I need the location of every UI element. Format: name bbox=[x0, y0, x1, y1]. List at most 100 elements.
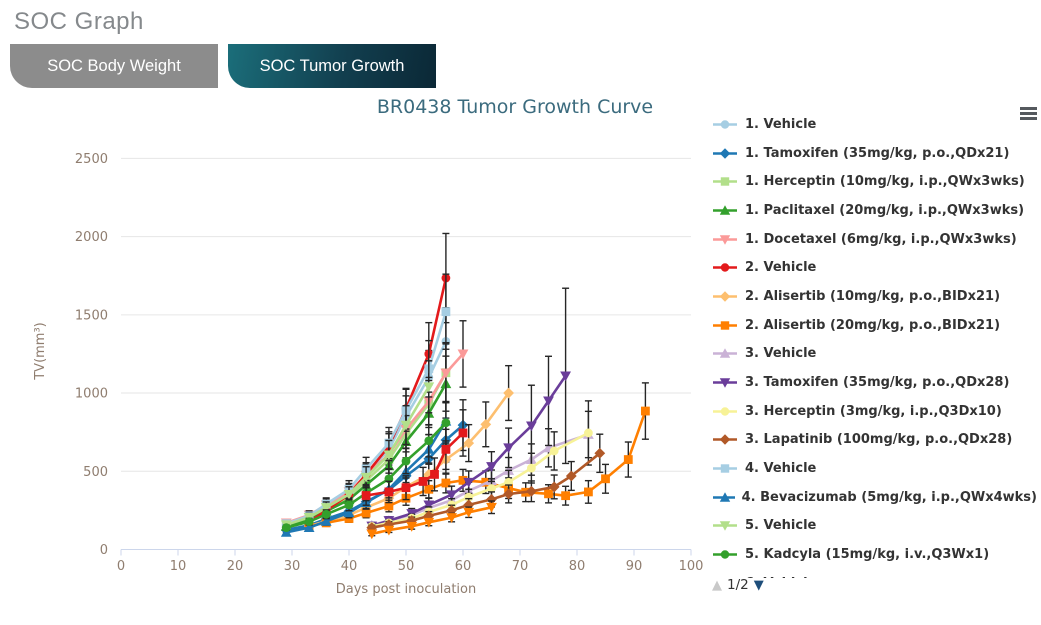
data-point-marker bbox=[361, 491, 371, 500]
data-point-marker bbox=[304, 517, 314, 527]
legend-item[interactable]: 1. Paclitaxel (20mg/kg, i.p.,QWx3wks) bbox=[712, 196, 1037, 225]
legend-page-up-icon[interactable]: ▲ bbox=[712, 577, 722, 593]
legend-item-label: 4. Bevacizumab (5mg/kg, i.p.,QWx4wks) bbox=[741, 489, 1037, 505]
data-point-marker bbox=[384, 487, 394, 497]
chart-title: BR0438 Tumor Growth Curve bbox=[376, 96, 654, 118]
data-point-marker bbox=[549, 446, 559, 456]
data-point-marker bbox=[303, 522, 315, 532]
data-point-marker bbox=[400, 420, 412, 431]
data-point-marker bbox=[720, 120, 730, 129]
data-point-marker bbox=[320, 503, 332, 513]
data-point-marker bbox=[720, 177, 730, 186]
data-point-marker bbox=[384, 501, 394, 511]
legend-item[interactable]: 2. Alisertib (10mg/kg, p.o.,BIDx21) bbox=[712, 282, 1037, 311]
data-point-marker bbox=[584, 428, 593, 438]
legend-marker-circle-icon bbox=[713, 407, 737, 416]
x-axis-title: Days post inoculation bbox=[336, 582, 476, 597]
data-point-marker bbox=[383, 519, 395, 530]
axis-tick-label: 100 bbox=[679, 559, 704, 574]
data-point-marker bbox=[720, 320, 730, 330]
tab-bar: SOC Body Weight SOC Tumor Growth bbox=[10, 44, 436, 88]
data-point-marker bbox=[544, 489, 553, 499]
data-point-marker bbox=[719, 492, 731, 502]
legend-item-label: 6. Vehicle bbox=[745, 576, 816, 578]
axis-tick-label: 500 bbox=[83, 465, 108, 480]
legend-item-label: 2. Alisertib (10mg/kg, p.o.,BIDx21) bbox=[745, 288, 1001, 304]
axis-tick-label: 20 bbox=[227, 559, 244, 574]
data-point-marker bbox=[527, 463, 536, 473]
legend-item[interactable]: 2. Alisertib (20mg/kg, p.o.,BIDx21) bbox=[712, 311, 1037, 340]
legend-item[interactable]: 1. Herceptin (10mg/kg, i.p.,QWx3wks) bbox=[712, 167, 1037, 196]
data-point-marker bbox=[424, 436, 434, 446]
legend-item[interactable]: 6. Vehicle bbox=[712, 569, 1037, 578]
data-point-marker bbox=[719, 291, 731, 302]
data-point-marker bbox=[281, 523, 291, 532]
data-point-marker bbox=[584, 487, 593, 497]
data-point-marker bbox=[548, 481, 560, 493]
legend-item[interactable]: 3. Tamoxifen (35mg/kg, p.o.,QDx28) bbox=[712, 368, 1037, 397]
legend-item[interactable]: 4. Vehicle bbox=[712, 454, 1037, 483]
data-point-marker bbox=[344, 500, 354, 510]
data-point-marker bbox=[623, 455, 633, 464]
data-point-marker bbox=[441, 444, 451, 454]
chart-legend: 1. Vehicle 1. Tamoxifen (35mg/kg, p.o.,QD… bbox=[712, 110, 1037, 578]
data-point-marker bbox=[560, 371, 571, 382]
data-point-marker bbox=[418, 477, 428, 486]
legend-item[interactable]: 1. Vehicle bbox=[712, 110, 1037, 139]
axis-tick-label: 40 bbox=[341, 559, 358, 574]
chart-plot: 0 500 1000 1500 2000 2500 0 10 20 30 40 50 60 70 80 90 1… bbox=[33, 152, 704, 597]
data-point-marker bbox=[543, 396, 554, 407]
data-point-marker bbox=[486, 462, 497, 472]
axis-tick-label: 0 bbox=[117, 559, 125, 574]
legend-pagination: ▲ 1/2 ▼ bbox=[712, 577, 764, 593]
legend-item[interactable]: 2. Vehicle bbox=[712, 253, 1037, 282]
legend-marker-circle-icon bbox=[713, 263, 737, 272]
data-point-marker bbox=[457, 349, 469, 360]
legend-marker-triangle-icon bbox=[713, 492, 735, 502]
data-point-marker bbox=[463, 437, 475, 449]
axis-tick-label: 60 bbox=[455, 559, 472, 574]
data-point-marker bbox=[720, 550, 730, 559]
tab-soc-body-weight[interactable]: SOC Body Weight bbox=[10, 44, 218, 88]
chart-series bbox=[280, 360, 435, 531]
legend-marker-diamond-icon bbox=[713, 147, 737, 159]
data-point-marker bbox=[423, 517, 435, 528]
data-point-marker bbox=[458, 428, 468, 438]
data-point-marker bbox=[383, 450, 395, 461]
data-point-marker bbox=[719, 521, 731, 532]
legend-marker-triangle-down-icon bbox=[713, 521, 737, 532]
data-point-marker bbox=[360, 472, 372, 483]
legend-item-label: 3. Herceptin (3mg/kg, i.p.,Q3Dx10) bbox=[745, 403, 1002, 419]
data-point-marker bbox=[503, 443, 514, 454]
data-point-marker bbox=[561, 491, 570, 501]
data-point-marker bbox=[343, 507, 355, 518]
data-point-marker bbox=[503, 488, 514, 500]
legend-item[interactable]: 5. Kadcyla (15mg/kg, i.v.,Q3Wx1) bbox=[712, 540, 1037, 569]
data-point-marker bbox=[321, 509, 331, 519]
tab-soc-tumor-growth[interactable]: SOC Tumor Growth bbox=[228, 44, 436, 88]
legend-item[interactable]: 3. Lapatinib (100mg/kg, p.o.,QDx28) bbox=[712, 426, 1037, 455]
legend-item[interactable]: 1. Docetaxel (6mg/kg, i.p.,QWx3wks) bbox=[712, 225, 1037, 254]
legend-item[interactable]: 1. Tamoxifen (35mg/kg, p.o.,QDx21) bbox=[712, 139, 1037, 168]
legend-item-label: 1. Paclitaxel (20mg/kg, i.p.,QWx3wks) bbox=[745, 202, 1025, 218]
data-point-marker bbox=[463, 477, 475, 488]
legend-item-label: 1. Vehicle bbox=[745, 116, 817, 132]
legend-item[interactable]: 3. Herceptin (3mg/kg, i.p.,Q3Dx10) bbox=[712, 397, 1037, 426]
y-axis-title: TV(mm³) bbox=[33, 322, 48, 381]
legend-item[interactable]: 3. Vehicle bbox=[712, 340, 1037, 369]
legend-marker-triangle-icon bbox=[713, 205, 737, 215]
legend-item[interactable]: 4. Bevacizumab (5mg/kg, i.p.,QWx4wks) bbox=[712, 483, 1037, 512]
data-point-marker bbox=[486, 502, 497, 513]
legend-item[interactable]: 5. Vehicle bbox=[712, 512, 1037, 541]
legend-marker-diamond-icon bbox=[713, 434, 737, 446]
legend-item-label: 5. Vehicle bbox=[745, 518, 817, 534]
data-point-marker bbox=[565, 470, 577, 482]
legend-marker-circle-icon bbox=[713, 550, 737, 559]
legend-page-down-icon[interactable]: ▼ bbox=[753, 577, 764, 593]
data-point-marker bbox=[401, 483, 411, 493]
hamburger-menu-icon[interactable] bbox=[1020, 107, 1037, 121]
legend-marker-triangle-down-icon bbox=[713, 234, 737, 245]
data-point-marker bbox=[463, 507, 475, 518]
data-point-marker bbox=[601, 474, 610, 484]
data-point-marker bbox=[719, 348, 731, 359]
